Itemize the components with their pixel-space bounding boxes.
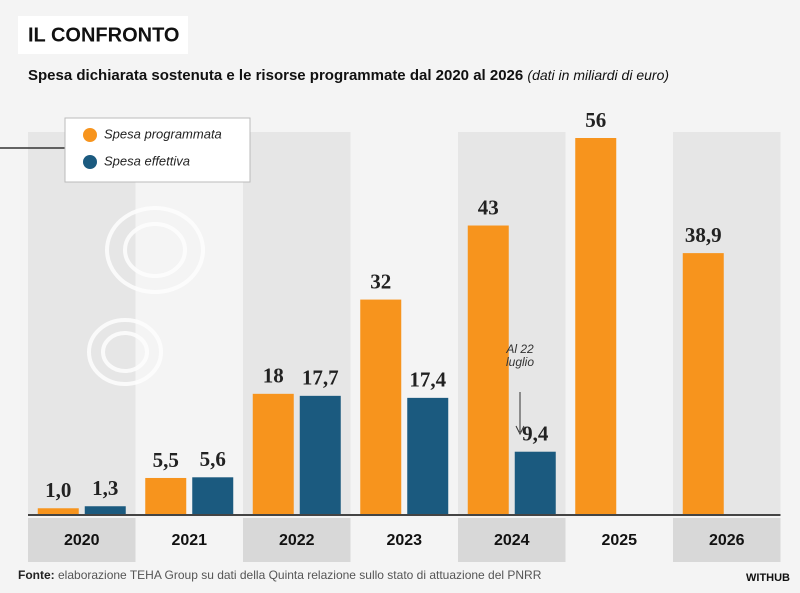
label-band <box>458 518 566 562</box>
legend-label: Spesa effettiva <box>104 153 190 168</box>
value-label: 1,3 <box>92 476 118 500</box>
value-label: 32 <box>370 269 391 293</box>
subtitle-note: (dati in miliardi di euro) <box>527 67 669 83</box>
label-band <box>243 518 351 562</box>
bar <box>682 253 724 516</box>
source-label: Fonte: <box>18 568 55 582</box>
bar <box>252 393 294 515</box>
bar <box>514 451 556 515</box>
source: Fonte: elaborazione TEHA Group su dati d… <box>18 568 542 582</box>
chart-title: IL CONFRONTO <box>28 24 179 46</box>
title-box <box>18 16 188 54</box>
bar <box>467 225 509 515</box>
value-label: 56 <box>585 108 606 132</box>
x-tick-label: 2026 <box>709 532 745 549</box>
bar <box>145 477 187 515</box>
value-label: 18 <box>263 364 284 388</box>
bar <box>407 397 449 515</box>
value-label: 38,9 <box>685 223 722 247</box>
x-tick-label: 2025 <box>601 532 637 549</box>
value-label: 17,7 <box>302 366 339 390</box>
legend-swatch <box>83 128 97 142</box>
x-tick-label: 2020 <box>64 532 100 549</box>
bar <box>575 138 617 515</box>
legend-label: Spesa programmata <box>104 126 222 141</box>
x-tick-label: 2024 <box>494 532 530 549</box>
bar <box>299 395 341 515</box>
x-tick-label: 2023 <box>386 532 422 549</box>
value-label: 5,5 <box>153 448 179 472</box>
legend-box <box>64 117 251 183</box>
value-label: 17,4 <box>409 368 446 392</box>
x-tick-label: 2021 <box>171 532 207 549</box>
value-label: 5,6 <box>200 447 226 471</box>
legend-swatch <box>83 155 97 169</box>
annotation-arrowhead <box>515 425 525 436</box>
value-label: 43 <box>478 195 499 219</box>
subtitle-text: Spesa dichiarata sostenuta e le risorse … <box>28 67 523 84</box>
value-label: 1,0 <box>45 478 71 502</box>
bar <box>192 477 234 515</box>
subtitle: Spesa dichiarata sostenuta e le risorse … <box>28 67 669 84</box>
bar <box>84 506 126 515</box>
x-tick-label: 2022 <box>279 532 315 549</box>
annotation: Al 22 luglio <box>505 342 535 369</box>
coin-illustration <box>87 206 205 386</box>
column-band <box>28 132 136 515</box>
label-band <box>673 518 781 562</box>
bar <box>37 508 79 515</box>
label-band <box>28 518 136 562</box>
source-text: elaborazione TEHA Group su dati della Qu… <box>58 568 542 582</box>
bar <box>360 299 402 515</box>
value-label: 9,4 <box>522 422 549 446</box>
plot: 2020 2021 2022 2023 2024 2025 2026 Spesa progra… <box>28 108 781 549</box>
brand: WITHUB <box>746 572 790 584</box>
